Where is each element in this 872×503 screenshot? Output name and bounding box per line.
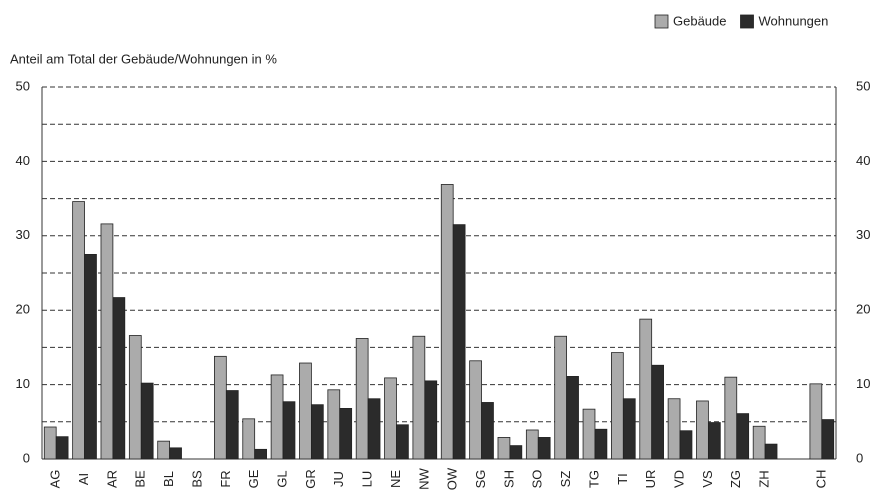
bar xyxy=(254,448,267,460)
bar xyxy=(282,401,296,460)
bar xyxy=(611,352,624,460)
y2-tick-label: 40 xyxy=(856,153,870,168)
x-tick-label: VD xyxy=(671,470,686,488)
y-tick-label: 50 xyxy=(16,78,30,93)
x-tick-label: CH xyxy=(813,470,828,489)
y-tick-label: 20 xyxy=(16,302,30,317)
bar xyxy=(667,398,681,460)
bar xyxy=(724,376,738,460)
bar xyxy=(639,318,653,460)
x-tick-label: LU xyxy=(360,471,375,488)
x-tick-label: VS xyxy=(700,470,715,488)
bar xyxy=(440,184,454,460)
x-tick-label: OW xyxy=(445,467,460,490)
bar xyxy=(509,445,523,460)
bar xyxy=(707,422,721,460)
bar xyxy=(100,223,114,460)
bar xyxy=(310,404,324,460)
bar xyxy=(169,447,182,460)
bar xyxy=(396,424,409,460)
y2-tick-label: 30 xyxy=(856,227,870,242)
y-tick-label: 0 xyxy=(23,450,30,465)
x-tick-label: GL xyxy=(274,470,289,487)
x-tick-label: NE xyxy=(388,470,403,488)
bar xyxy=(140,382,154,460)
bar xyxy=(554,335,568,460)
x-tick-label: UR xyxy=(643,470,658,489)
bar xyxy=(225,390,239,460)
bar xyxy=(43,426,57,460)
bar xyxy=(497,437,511,460)
bar xyxy=(299,362,312,460)
bar xyxy=(157,440,171,460)
x-tick-label: SO xyxy=(530,470,545,489)
y-tick-label: 10 xyxy=(16,376,30,391)
x-tick-label: BE xyxy=(133,470,148,488)
x-tick-label: TI xyxy=(615,473,630,485)
bar xyxy=(452,224,466,460)
y2-tick-label: 50 xyxy=(856,78,870,93)
bar xyxy=(214,355,227,460)
bar xyxy=(72,201,85,460)
x-tick-label: SZ xyxy=(558,471,573,488)
x-tick-label: ZG xyxy=(728,470,743,488)
y-tick-label: 30 xyxy=(16,227,30,242)
bar xyxy=(424,380,438,460)
bar xyxy=(469,360,482,460)
bar xyxy=(622,398,636,460)
bar xyxy=(696,400,709,460)
bar xyxy=(270,374,284,460)
x-tick-label: GE xyxy=(246,469,261,488)
legend-label: Gebäude xyxy=(673,13,727,28)
bar xyxy=(525,429,539,460)
bar xyxy=(537,437,551,460)
x-tick-label: ZH xyxy=(757,470,772,487)
bar xyxy=(764,443,778,460)
x-tick-label: SG xyxy=(473,470,488,489)
x-tick-label: FR xyxy=(218,470,233,487)
bar xyxy=(594,428,608,460)
bar xyxy=(412,335,426,460)
bar xyxy=(736,413,750,460)
bar xyxy=(367,398,381,460)
y2-tick-label: 10 xyxy=(856,376,870,391)
x-tick-label: AR xyxy=(104,470,119,488)
y2-tick-label: 20 xyxy=(856,302,870,317)
bar xyxy=(84,253,97,460)
bar xyxy=(809,383,823,460)
y2-tick-label: 0 xyxy=(856,450,863,465)
x-tick-label: BL xyxy=(161,471,176,487)
bar xyxy=(112,297,126,460)
bar xyxy=(481,402,494,460)
bar xyxy=(327,389,341,460)
bar xyxy=(821,419,835,460)
legend-swatch xyxy=(654,14,669,29)
bar xyxy=(355,338,369,460)
bar xyxy=(384,377,397,460)
x-tick-label: JU xyxy=(331,471,346,487)
bar xyxy=(339,408,353,460)
y-tick-label: 40 xyxy=(16,153,30,168)
x-tick-label: BS xyxy=(189,470,204,488)
legend-swatch xyxy=(740,14,754,29)
bar xyxy=(752,425,766,460)
y-axis-label: Anteil am Total der Gebäude/Wohnungen in… xyxy=(10,51,277,66)
x-tick-label: TG xyxy=(586,470,601,488)
bar xyxy=(679,430,693,460)
legend-label: Wohnungen xyxy=(759,13,829,28)
bar xyxy=(566,376,579,460)
x-tick-label: SH xyxy=(501,470,516,488)
x-tick-label: GR xyxy=(303,469,318,489)
bar xyxy=(128,335,142,460)
bar xyxy=(582,408,596,460)
bar xyxy=(242,418,256,460)
bar xyxy=(651,364,664,460)
x-tick-label: NW xyxy=(416,467,431,489)
bar xyxy=(55,436,69,460)
x-tick-label: AI xyxy=(76,473,91,485)
x-tick-label: AG xyxy=(48,470,63,489)
